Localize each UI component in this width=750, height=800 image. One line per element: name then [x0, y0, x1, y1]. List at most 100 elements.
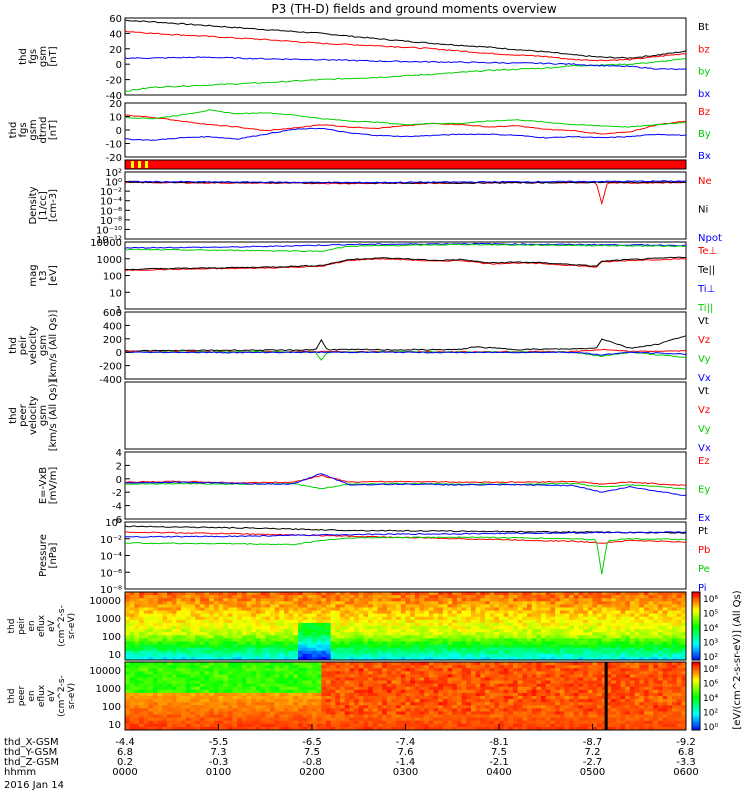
spectrogram-cell	[671, 650, 678, 655]
spectrogram-cell	[475, 674, 481, 678]
spectrogram-cell	[410, 674, 416, 678]
spectrogram-cell	[260, 641, 266, 645]
spectrogram-cell	[527, 595, 533, 599]
spectrogram-cell	[181, 689, 187, 694]
spectrogram-cell	[246, 665, 252, 669]
spectrogram-cell	[569, 668, 575, 672]
spectrogram-cell	[536, 705, 542, 709]
spectrogram-cell	[433, 662, 439, 666]
spectrogram-cell	[564, 644, 570, 649]
spectrogram-cell	[484, 668, 491, 672]
spectrogram-cell	[466, 592, 472, 596]
spectrogram-cell	[255, 635, 261, 639]
spectrogram-cell	[480, 674, 486, 678]
spectrogram-cell	[190, 662, 196, 666]
spectrogram-cell	[597, 595, 603, 599]
spectrogram-cell	[555, 668, 561, 672]
spectrogram-cell	[639, 632, 645, 636]
spectrogram-cell	[195, 705, 201, 709]
spectrogram-cell	[326, 717, 332, 722]
spectrogram-cell	[414, 607, 420, 611]
spectrogram-cell	[185, 595, 191, 599]
spectrogram-cell	[386, 680, 392, 685]
spectrogram-cell	[382, 674, 388, 678]
spectrogram-cell	[181, 656, 187, 661]
spectrogram-cell	[223, 656, 229, 661]
spectrogram-cell	[223, 638, 229, 642]
spectrogram-cell	[241, 686, 247, 691]
spectrogram-cell	[503, 598, 509, 602]
spectrogram-cell	[419, 616, 425, 621]
spectrogram-cell	[143, 629, 149, 633]
spectrogram-cell	[368, 683, 374, 688]
spectrogram-cell	[255, 723, 261, 728]
spectrogram-cell	[162, 720, 168, 725]
spectrogram-cell	[297, 638, 304, 642]
spectrogram-cell	[358, 689, 364, 694]
spectrogram-cell	[442, 726, 448, 731]
spectrogram-cell	[143, 610, 149, 615]
spectrogram-cell	[592, 604, 598, 608]
spectrogram-cell	[190, 683, 196, 688]
spectrogram-cell	[349, 702, 355, 706]
y-tick-label: 4	[116, 448, 122, 459]
spectrogram-cell	[569, 595, 575, 599]
spectrogram-cell	[260, 683, 266, 688]
spectrogram-cell	[667, 641, 673, 645]
spectrogram-cell	[143, 613, 149, 618]
spectrogram-cell	[344, 680, 350, 685]
spectrogram-cell	[265, 717, 271, 722]
spectrogram-cell	[218, 626, 224, 630]
spectrogram-cell	[578, 677, 584, 681]
spectrogram-cell	[569, 714, 575, 719]
spectrogram-cell	[307, 677, 313, 681]
spectrogram-cell	[363, 711, 369, 715]
spectrogram-cell	[555, 595, 561, 599]
spectrogram-cell	[653, 607, 659, 611]
spectrogram-cell	[181, 613, 187, 618]
spectrogram-cell	[312, 680, 318, 685]
spectrogram-cell	[209, 626, 215, 630]
spectrogram-cell	[541, 650, 547, 655]
spectrogram-cell	[241, 717, 247, 722]
spectrogram-cell	[134, 714, 140, 719]
plot-title: P3 (TH-D) fields and ground moments over…	[271, 2, 556, 16]
spectrogram-cell	[569, 720, 575, 725]
y-tick-label: -6	[112, 515, 122, 526]
spectrogram-cell	[288, 592, 294, 596]
spectrogram-cell	[657, 619, 664, 624]
spectrogram-cell	[199, 705, 205, 709]
spectrogram-cell	[541, 699, 547, 703]
spectrogram-cell	[639, 613, 645, 618]
spectrogram-cell	[162, 723, 168, 728]
spectrogram-cell	[251, 714, 257, 719]
spectrogram-cell	[461, 677, 467, 681]
spectrogram-cell	[494, 607, 500, 611]
spectrogram-cell	[419, 635, 425, 639]
spectrogram-cell	[167, 607, 173, 611]
spectrogram-cell	[541, 653, 547, 658]
spectrogram-cell	[424, 622, 430, 627]
spectrogram-cell	[368, 717, 374, 722]
spectrogram-cell	[522, 671, 528, 675]
spectrogram-cell	[153, 726, 159, 731]
spectrogram-cell	[527, 708, 533, 712]
spectrogram-cell	[541, 629, 547, 633]
spectrogram-cell	[340, 629, 346, 633]
spectrogram-cell	[503, 604, 509, 608]
spectrogram-cell	[517, 723, 523, 728]
spectrogram-cell	[620, 604, 626, 608]
spectrogram-cell	[671, 619, 678, 624]
spectrogram-cell	[269, 629, 275, 633]
spectrogram-cell	[171, 699, 177, 703]
spectrogram-cell	[204, 668, 210, 672]
spectrogram-cell	[494, 671, 500, 675]
spectrogram-cell	[368, 622, 374, 627]
spectrogram-cell	[195, 668, 201, 672]
spectrogram-cell	[171, 665, 177, 669]
spectrogram-cell	[545, 622, 551, 627]
spectrogram-cell	[279, 595, 285, 599]
spectrogram-cell	[447, 714, 453, 719]
spectrogram-cell	[293, 650, 299, 655]
spectrogram-cell	[620, 622, 626, 627]
